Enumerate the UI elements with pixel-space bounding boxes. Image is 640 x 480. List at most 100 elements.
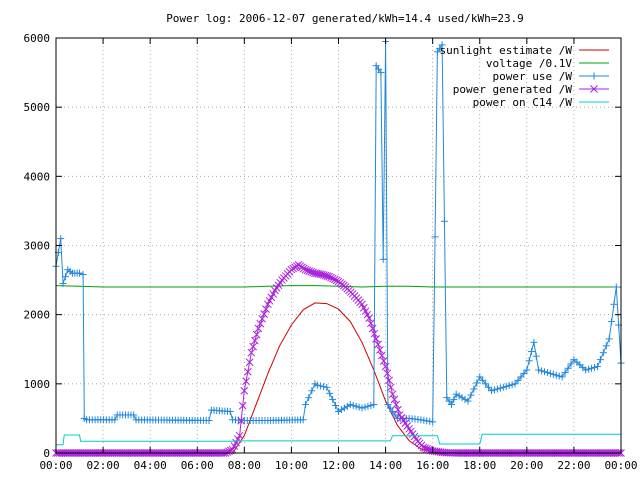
data-point [488, 387, 496, 395]
series-group [52, 37, 625, 457]
data-point [549, 370, 557, 378]
data-point [588, 364, 596, 372]
data-point [546, 369, 554, 377]
data-point [440, 217, 448, 225]
data-point [599, 349, 607, 357]
data-point [330, 275, 339, 284]
y-tick-label: 6000 [24, 32, 51, 45]
data-point [528, 348, 536, 356]
data-point [258, 314, 267, 323]
data-point [361, 403, 369, 411]
data-point [467, 391, 475, 399]
data-point [205, 416, 213, 424]
data-point [367, 319, 375, 328]
data-point [455, 392, 463, 400]
data-point [590, 85, 598, 93]
data-point [352, 402, 360, 410]
data-point [582, 366, 590, 374]
legend-entry: sunlight estimate /W [440, 44, 609, 57]
y-tick-label: 2000 [24, 309, 51, 322]
data-point [329, 395, 337, 403]
chart-title: Power log: 2006-12-07 generated/kWh=14.4… [166, 12, 524, 25]
data-point [532, 352, 540, 360]
data-point [508, 381, 516, 389]
series-line [55, 285, 621, 288]
data-point [502, 382, 510, 390]
data-point [244, 367, 252, 376]
data-point [605, 335, 613, 343]
data-point [593, 363, 601, 371]
axis-ticks: 00:00 02:00 04:00 06:00 08:00 10:00 12:00 14:00… [24, 32, 638, 472]
data-point [247, 348, 256, 357]
data-point [476, 373, 484, 381]
data-point [249, 342, 258, 351]
x-tick-label: 00:00 [39, 459, 72, 472]
legend-entry: power generated /W [453, 83, 609, 96]
data-point [377, 69, 385, 77]
data-point [337, 406, 345, 414]
data-point [464, 397, 472, 405]
data-point [496, 384, 504, 392]
data-point [320, 383, 328, 391]
data-point [431, 233, 439, 241]
data-point [448, 401, 455, 409]
data-point [555, 372, 563, 380]
data-point [505, 382, 513, 390]
data-point [564, 364, 572, 372]
data-point [346, 401, 354, 409]
x-tick-label: 20:00 [510, 459, 543, 472]
data-point [438, 41, 446, 49]
data-point [242, 377, 250, 386]
data-point [76, 269, 84, 277]
data-point [372, 335, 381, 343]
x-tick-label: 18:00 [463, 459, 496, 472]
data-point [262, 305, 270, 313]
data-point [514, 376, 522, 384]
x-tick-label: 02:00 [87, 459, 120, 472]
data-point [370, 401, 378, 409]
y-tick-label: 1000 [24, 378, 51, 391]
x-tick-label: 10:00 [275, 459, 308, 472]
data-point [364, 402, 372, 410]
data-point [326, 389, 334, 397]
data-point [552, 371, 560, 379]
data-point [585, 365, 593, 373]
data-point [543, 369, 551, 377]
data-point [299, 416, 307, 424]
data-point [558, 373, 566, 381]
data-point [473, 379, 481, 387]
data-point [517, 373, 525, 381]
data-point [482, 380, 490, 388]
data-point [499, 383, 507, 391]
legend-label: power use /W [493, 70, 573, 83]
data-point [612, 283, 620, 291]
data-point [343, 402, 351, 410]
data-point [423, 417, 431, 425]
data-point [608, 318, 616, 326]
x-tick-label: 16:00 [416, 459, 449, 472]
legend-label: voltage /0.1V [486, 57, 572, 70]
data-point [235, 431, 244, 440]
series-3 [52, 37, 625, 426]
series-2 [55, 285, 621, 288]
data-point [308, 387, 316, 395]
legend-entry: power use /W [493, 70, 609, 83]
data-point [479, 376, 487, 384]
data-point [590, 72, 598, 80]
x-tick-label: 12:00 [322, 459, 355, 472]
data-point [251, 336, 259, 345]
data-point [540, 368, 548, 376]
data-point [226, 408, 234, 415]
data-point [470, 385, 478, 393]
data-point [240, 386, 249, 395]
x-tick-label: 22:00 [557, 459, 590, 472]
data-point [523, 366, 531, 374]
data-point [130, 411, 138, 419]
x-tick-label: 06:00 [181, 459, 214, 472]
data-point [381, 362, 390, 371]
data-point [520, 369, 528, 377]
data-point [458, 394, 466, 402]
x-tick-label: 14:00 [369, 459, 402, 472]
data-point [383, 369, 392, 378]
